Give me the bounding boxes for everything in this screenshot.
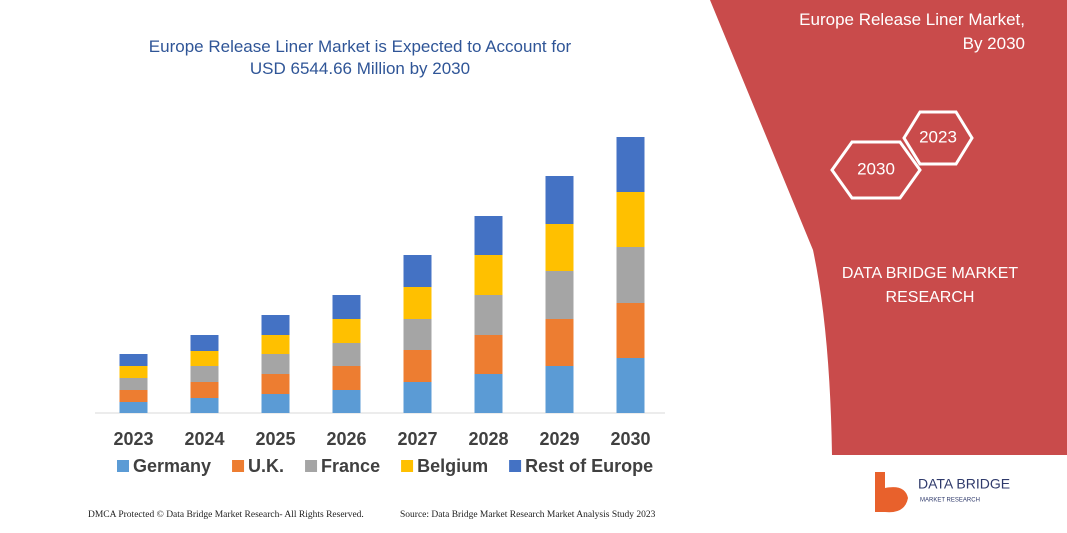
bar-segment: [403, 350, 432, 382]
x-tick-label: 2029: [539, 429, 579, 449]
bar-segment: [190, 382, 219, 398]
bar-segment: [332, 319, 361, 343]
legend-swatch: [305, 460, 318, 472]
x-tick-label: 2030: [610, 429, 650, 449]
legend-label: Rest of Europe: [525, 456, 653, 476]
bar-segment: [190, 351, 219, 366]
bar-segment: [190, 366, 219, 382]
legend-label: U.K.: [248, 456, 284, 476]
bar-segment: [190, 398, 219, 413]
bar-segment: [545, 366, 574, 413]
bar-segment: [119, 378, 148, 390]
bar-segment: [474, 335, 503, 374]
panel-title: Europe Release Liner Market, By 2030: [799, 10, 1025, 53]
bar-segment: [616, 358, 645, 413]
bar-segment: [119, 390, 148, 402]
bar-segment: [261, 315, 290, 335]
logo-tagline: MARKET RESEARCH: [920, 498, 980, 504]
bar-segment: [261, 374, 290, 394]
bar-segment: [545, 271, 574, 319]
logo-name: DATA BRIDGE: [918, 476, 1010, 492]
bar-segment: [474, 216, 503, 255]
bar-segment: [119, 354, 148, 366]
bar-segment: [616, 192, 645, 247]
bar-segment: [332, 295, 361, 319]
bar-segment: [119, 402, 148, 413]
bar-segment: [403, 319, 432, 350]
legend-label: Belgium: [417, 456, 488, 476]
bar-segment: [332, 366, 361, 390]
bar-segment: [474, 374, 503, 413]
legend-swatch: [509, 460, 522, 472]
bar-segment: [616, 303, 645, 358]
x-tick-label: 2023: [113, 429, 153, 449]
bar-segment: [403, 255, 432, 287]
hexagon: [830, 140, 922, 200]
x-tick-label: 2024: [184, 429, 224, 449]
x-tick-label: 2025: [255, 429, 295, 449]
panel-brand: DATA BRIDGE MARKET RESEARCH: [841, 265, 1019, 306]
chart-title: Europe Release Liner Market is Expected …: [148, 37, 572, 78]
bar-segment: [403, 287, 432, 319]
bar-segment: [261, 354, 290, 374]
footer-right: Source: Data Bridge Market Research Mark…: [400, 510, 656, 520]
legend-label: France: [321, 456, 380, 476]
x-tick-label: 2028: [468, 429, 508, 449]
bar-segment: [474, 295, 503, 335]
hex-label: 2023: [919, 127, 957, 146]
x-tick-label: 2027: [397, 429, 437, 449]
bar-segment: [545, 224, 574, 271]
brand-box: DATA BRIDGE MARKET RESEARCH: [841, 265, 1019, 306]
bar-segment: [261, 335, 290, 354]
legend-swatch: [117, 460, 129, 472]
bar-segment: [332, 390, 361, 413]
legend-swatch: [232, 460, 245, 472]
x-tick-label: 2026: [326, 429, 366, 449]
footer-left: DMCA Protected © Data Bridge Market Rese…: [88, 509, 364, 520]
legend-swatch: [401, 460, 414, 472]
hexagon: [902, 110, 974, 166]
bar-segment: [616, 137, 645, 192]
legend-label: Germany: [133, 456, 211, 476]
bar-segment: [332, 343, 361, 366]
hex-label: 2030: [857, 159, 895, 178]
bar-segment: [119, 366, 148, 378]
bar-segment: [545, 176, 574, 224]
bar-segment: [403, 382, 432, 413]
bar-segment: [474, 255, 503, 295]
side-panel: [710, 0, 1067, 455]
title-box: Europe Release Liner Market is Expected …: [148, 37, 572, 78]
bar-segment: [616, 247, 645, 303]
plot: 2023 2024 2025 2026 2027 2028 2029 2030 Germany U…: [113, 137, 653, 476]
logo-mark: [875, 472, 908, 513]
bar-segment: [261, 394, 290, 413]
bar-segment: [545, 319, 574, 366]
bar-segment: [190, 335, 219, 351]
panel-title-box: Europe Release Liner Market, By 2030: [799, 10, 1025, 53]
